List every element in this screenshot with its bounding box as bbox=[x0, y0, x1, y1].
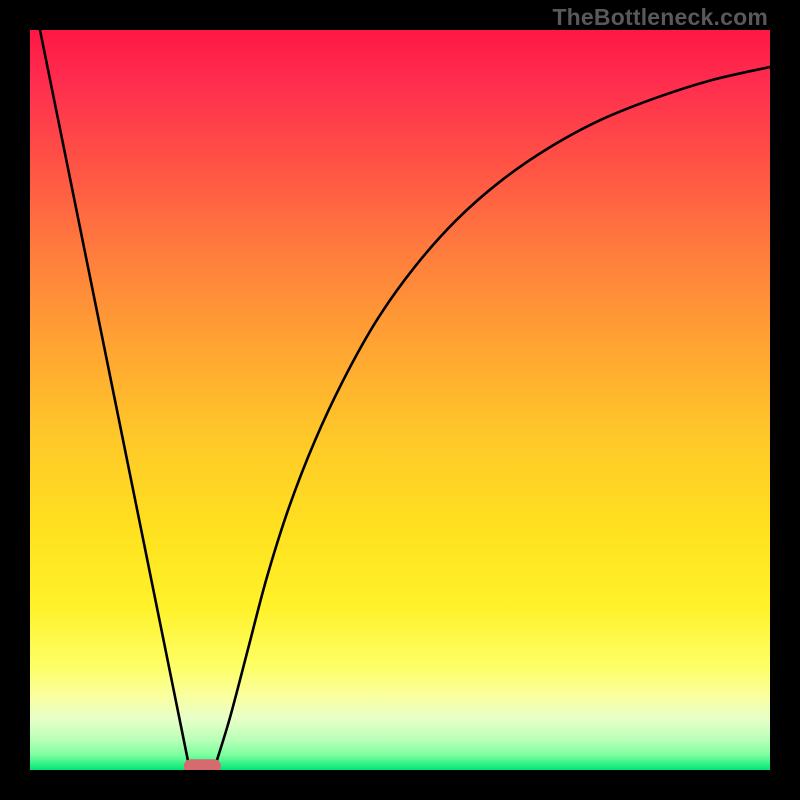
min-marker bbox=[184, 759, 221, 770]
frame-border-bottom bbox=[0, 770, 800, 800]
watermark-text: TheBottleneck.com bbox=[552, 4, 768, 31]
frame-border-right bbox=[770, 0, 800, 800]
chart-frame: TheBottleneck.com bbox=[0, 0, 800, 800]
frame-border-left bbox=[0, 0, 30, 800]
plot-background bbox=[30, 30, 770, 770]
marker-layer bbox=[184, 759, 221, 770]
plot-area bbox=[30, 30, 770, 770]
